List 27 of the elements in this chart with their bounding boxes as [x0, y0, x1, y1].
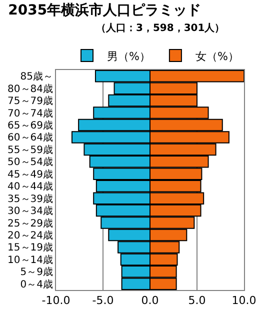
y-tick-label: 60～64歳 [8, 132, 53, 144]
y-tick-label: 55～59歳 [8, 144, 53, 156]
chart-subtitle: （人口：3，598，301人） [96, 22, 225, 34]
y-tick-label: 15～19歳 [8, 242, 53, 254]
x-tick-label: 5.0 [188, 294, 206, 308]
legend-label: 女（%） [195, 50, 239, 63]
y-tick-label: 45～49歳 [8, 168, 53, 180]
x-tick-label: -5.0 [92, 294, 114, 308]
x-tick-label: 0.0 [141, 294, 159, 308]
y-tick-label: 80～84歳 [8, 82, 53, 95]
x-tick-label: -10.0 [42, 294, 70, 308]
y-tick-label: 0～4歳 [20, 278, 53, 290]
chart-title: 2035年横浜市人口ピラミッド [8, 2, 202, 19]
y-tick-label: 35～39歳 [8, 192, 53, 205]
x-tick-label: 10.0 [232, 294, 256, 308]
y-tick-label: 30～34歳 [8, 205, 53, 218]
y-tick-label: 70～74歳 [8, 107, 53, 120]
y-tick-label: 75～79歳 [8, 95, 53, 108]
y-tick-label: 50～54歳 [8, 156, 53, 168]
y-tick-label: 5～9歳 [20, 266, 53, 278]
legend-label: 男（%） [107, 50, 150, 63]
y-tick-label: 85歳～ [20, 70, 53, 83]
y-tick-label: 10～14歳 [8, 254, 53, 266]
y-tick-label: 40～44歳 [8, 180, 53, 193]
y-tick-label: 20～24歳 [8, 230, 53, 242]
y-tick-label: 65～69歳 [8, 120, 53, 132]
y-tick-label: 25～29歳 [8, 217, 53, 230]
